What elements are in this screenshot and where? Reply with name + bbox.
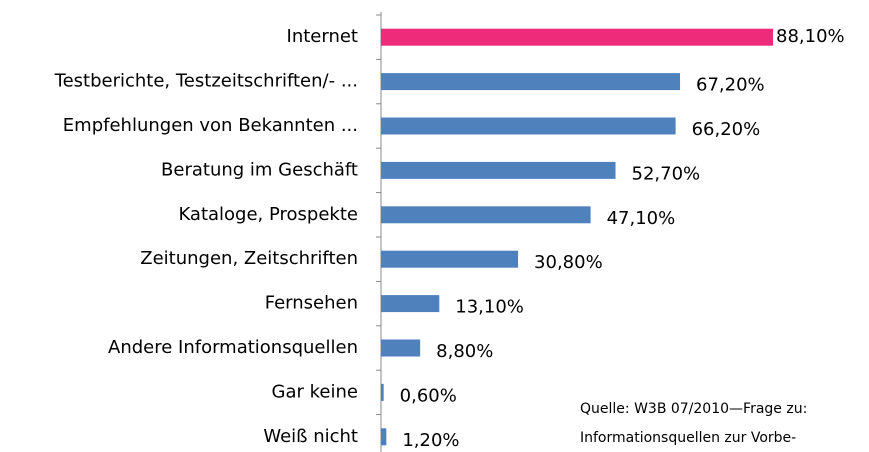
annotation: Quelle: W3B 07/2010—Frage zu: (580, 401, 807, 417)
y-tick-label: Weiß nicht (263, 426, 358, 447)
bar (381, 28, 774, 46)
y-tick-label: Internet (287, 26, 358, 47)
y-tick-label: Testberichte, Testzeitschriften/- ... (54, 71, 358, 92)
value-label: 30,80% (534, 252, 603, 273)
y-tick-label: Gar keine (272, 381, 358, 402)
value-label: 8,80% (436, 341, 493, 362)
value-label: 0,60% (400, 385, 457, 406)
bar (381, 383, 384, 401)
value-label: 67,20% (696, 75, 765, 96)
y-tick-label: Beratung im Geschäft (161, 159, 358, 180)
value-label: 66,20% (692, 119, 761, 140)
value-label: 13,10% (455, 297, 524, 318)
y-tick-label: Empfehlungen von Bekannten ... (63, 115, 358, 136)
annotation: Informationsquellen zur Vorbe- (580, 430, 796, 446)
y-tick-label: Zeitungen, Zeitschriften (140, 248, 358, 269)
bar (381, 117, 676, 135)
y-tick-label: Fernsehen (265, 293, 358, 314)
value-label: 52,70% (632, 163, 701, 184)
bar (381, 295, 440, 313)
value-label: 47,10% (607, 208, 676, 229)
bar (381, 339, 421, 357)
y-tick-label: Andere Informationsquellen (108, 337, 358, 358)
value-label: 1,20% (402, 430, 459, 451)
bar (381, 206, 591, 224)
bar (381, 428, 387, 446)
bar (381, 73, 681, 91)
bar (381, 161, 616, 179)
bar (381, 250, 519, 268)
value-label: 88,10% (776, 26, 845, 47)
y-tick-label: Kataloge, Prospekte (178, 204, 358, 225)
